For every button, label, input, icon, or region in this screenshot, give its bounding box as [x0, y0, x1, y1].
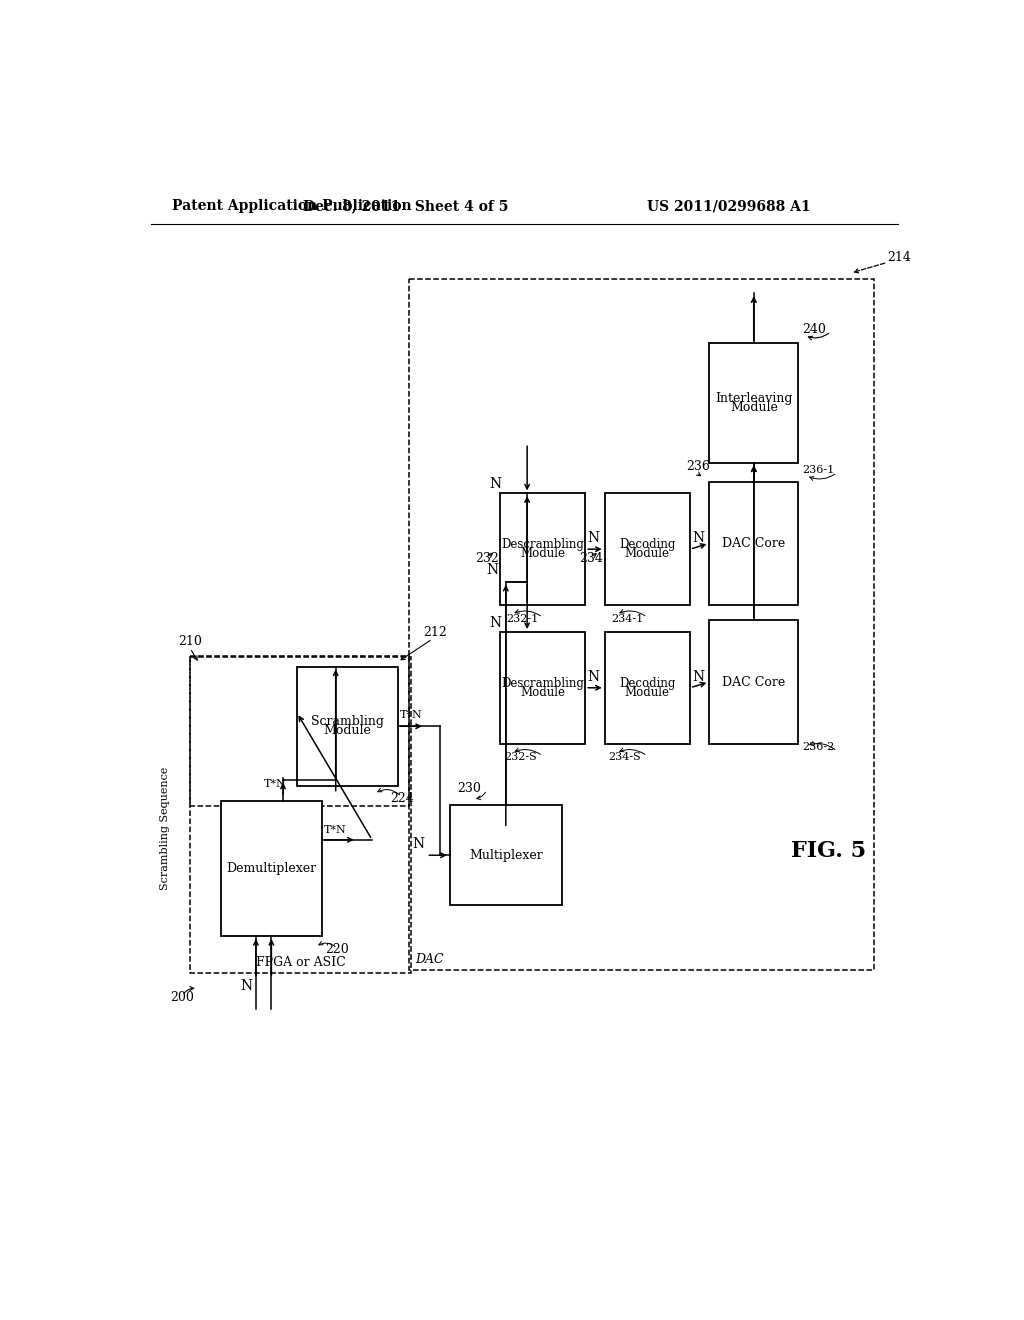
Text: US 2011/0299688 A1: US 2011/0299688 A1: [647, 199, 811, 213]
Bar: [450, 805, 562, 906]
Text: Decoding: Decoding: [620, 677, 676, 690]
Text: N: N: [692, 532, 705, 545]
Text: 236-2: 236-2: [802, 742, 835, 752]
Text: Multiplexer: Multiplexer: [469, 849, 543, 862]
Text: DAC: DAC: [415, 953, 443, 966]
Text: Dec. 8, 2011   Sheet 4 of 5: Dec. 8, 2011 Sheet 4 of 5: [303, 199, 508, 213]
Text: T*N: T*N: [263, 779, 287, 789]
Text: N: N: [413, 837, 425, 851]
Bar: [604, 494, 690, 605]
Bar: [500, 494, 586, 605]
Text: Patent Application Publication: Patent Application Publication: [172, 199, 412, 213]
Text: N: N: [486, 564, 499, 577]
Text: 240: 240: [802, 323, 826, 335]
Text: 210: 210: [178, 635, 203, 648]
Bar: [500, 632, 586, 743]
Text: FPGA or ASIC: FPGA or ASIC: [256, 956, 345, 969]
Text: 232: 232: [475, 552, 499, 565]
Bar: [297, 667, 397, 785]
Text: 230: 230: [458, 781, 481, 795]
Text: 214: 214: [888, 251, 911, 264]
Text: 200: 200: [171, 991, 195, 1005]
Text: Module: Module: [520, 685, 565, 698]
Text: FIG. 5: FIG. 5: [791, 841, 865, 862]
Text: DAC Core: DAC Core: [722, 537, 785, 550]
Text: N: N: [588, 532, 600, 545]
Text: Module: Module: [625, 546, 670, 560]
Text: 236-1: 236-1: [802, 465, 835, 475]
Text: Scrambling: Scrambling: [311, 715, 384, 729]
Text: 212: 212: [423, 626, 447, 639]
Text: Descrambling: Descrambling: [501, 539, 584, 552]
Text: Decoding: Decoding: [620, 539, 676, 552]
Text: Module: Module: [625, 685, 670, 698]
Text: N: N: [489, 477, 502, 491]
Text: T*N: T*N: [324, 825, 347, 834]
Text: N: N: [588, 671, 600, 684]
Bar: [190, 657, 411, 973]
Text: 224: 224: [390, 792, 414, 805]
Text: Interleaving: Interleaving: [715, 392, 793, 405]
Text: N: N: [241, 979, 253, 993]
Text: Module: Module: [730, 401, 778, 414]
Text: DAC Core: DAC Core: [722, 676, 785, 689]
Text: Module: Module: [324, 725, 372, 738]
Text: 234: 234: [579, 552, 603, 565]
Text: N: N: [489, 615, 502, 630]
Text: 220: 220: [326, 944, 349, 957]
Text: 232-S: 232-S: [504, 752, 537, 763]
Bar: [409, 280, 873, 970]
Bar: [710, 620, 799, 743]
Bar: [221, 801, 322, 936]
Bar: [604, 632, 690, 743]
Text: Module: Module: [520, 546, 565, 560]
Text: N: N: [692, 671, 705, 684]
Bar: [710, 343, 799, 462]
Text: Demultiplexer: Demultiplexer: [226, 862, 316, 875]
Text: 236: 236: [686, 459, 710, 473]
Text: 234-S: 234-S: [608, 752, 641, 763]
Bar: [710, 482, 799, 605]
Text: 234-1: 234-1: [611, 614, 643, 624]
Text: Descrambling: Descrambling: [501, 677, 584, 690]
Bar: [190, 656, 410, 807]
Text: 232-1: 232-1: [506, 614, 539, 624]
Text: T*N: T*N: [400, 710, 423, 719]
Text: Scrambling Sequence: Scrambling Sequence: [160, 767, 170, 890]
